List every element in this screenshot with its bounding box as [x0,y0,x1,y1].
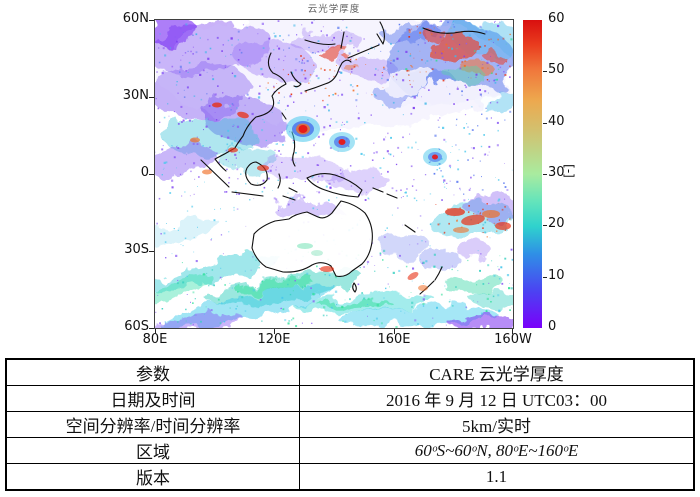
colorbar-tick-40: 40 [548,114,565,129]
x-tick-label-160E: 160E [377,332,411,347]
y-tick-mark [149,20,154,21]
y-tick-label-0: 0 [140,165,149,180]
row-label-resolution: 空间分辨率/时间分辨率 [5,411,300,438]
colorbar-tick-30: 30 [548,165,565,180]
colorbar-tick-20: 20 [548,216,565,231]
y-tick-label-60N: 60N [122,11,149,26]
x-tick-label-160W: 160W [494,332,532,347]
x-tick-label-80E: 80E [142,332,168,347]
table-row: 版本 1.1 [5,463,695,491]
row-value-resolution: 5km/实时 [299,411,695,438]
y-tick-mark [149,251,154,252]
x-tick-label-120E: 120E [257,332,291,347]
table-row: 参数 CARE 云光学厚度 [5,358,695,386]
y-tick-mark [149,97,154,98]
y-tick-mark [149,174,154,175]
x-tick-mark [274,329,275,334]
colorbar-tick-60: 60 [548,11,565,26]
map-canvas [155,20,513,328]
colorbar-tick-mark [543,123,547,124]
x-tick-mark [394,329,395,334]
row-label-version: 版本 [5,463,300,491]
y-tick-label-30S: 30S [124,242,149,257]
cloud-optical-depth-map [154,19,514,329]
x-tick-mark [155,329,156,334]
row-label-datetime: 日期及时间 [5,385,300,412]
row-label-region: 区域 [5,437,300,464]
colorbar-tick-mark [543,174,547,175]
colorbar-tick-mark [543,225,547,226]
row-label-parameter: 参数 [5,358,300,386]
colorbar-tick-mark [543,71,547,72]
row-value-version: 1.1 [299,463,695,491]
colorbar [523,20,542,328]
row-value-parameter: CARE 云光学厚度 [299,358,695,386]
table-row: 空间分辨率/时间分辨率 5km/实时 [5,411,695,438]
colorbar-tick-0: 0 [548,319,557,334]
y-tick-label-30N: 30N [122,88,149,103]
y-tick-mark [149,328,154,329]
y-tick-label-60S: 60S [124,319,149,334]
row-value-datetime: 2016 年 9 月 12 日 UTC03：00 [299,385,695,412]
table-row: 日期及时间 2016 年 9 月 12 日 UTC03：00 [5,385,695,412]
table-row: 区域 60ᵒS~60ᵒN, 80ᵒE~160ᵒE [5,437,695,464]
colorbar-tick-mark [543,277,547,278]
colorbar-tick-10: 10 [548,268,565,283]
map-title: 云光学厚度 [307,5,361,15]
x-tick-mark [512,329,513,334]
metadata-table: 参数 CARE 云光学厚度 日期及时间 2016 年 9 月 12 日 UTC0… [5,358,695,491]
colorbar-unit-label: [-] [561,164,576,178]
row-value-region: 60ᵒS~60ᵒN, 80ᵒE~160ᵒE [299,437,695,464]
colorbar-tick-50: 50 [548,62,565,77]
